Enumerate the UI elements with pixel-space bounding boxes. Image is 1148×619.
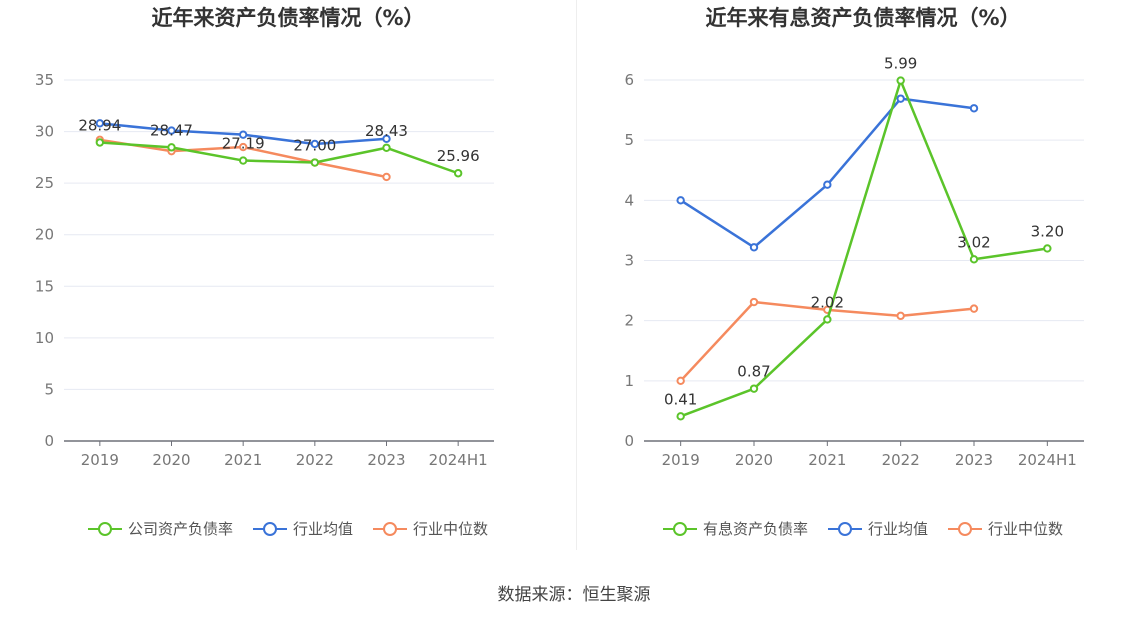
data-label: 5.99: [884, 55, 917, 73]
y-tick-label: 2: [624, 312, 634, 330]
legend-label: 行业中位数: [413, 520, 489, 538]
data-point[interactable]: [167, 143, 176, 152]
chart-legend: 公司资产负债率 行业均值 行业中位数: [0, 518, 576, 539]
chart-panel-interest-bearing-debt-ratio: 近年来有息资产负债率情况（%） 0 1 2 3 4 5 6 2019 2020 2021 2022 2…: [578, 0, 1148, 560]
y-tick-label: 5: [44, 380, 54, 398]
x-tick-label: 2024H1: [429, 451, 488, 469]
y-tick-label: 3: [624, 252, 634, 270]
data-point[interactable]: [749, 297, 759, 307]
data-point[interactable]: [95, 119, 105, 128]
legend-item[interactable]: 行业中位数: [948, 518, 1063, 539]
x-tick-label: 2020: [152, 451, 190, 469]
legend-label: 行业中位数: [988, 520, 1064, 538]
y-tick-label: 1: [624, 372, 634, 390]
data-point[interactable]: [95, 138, 105, 147]
data-point[interactable]: [896, 311, 905, 321]
y-tick-label: 35: [35, 71, 54, 89]
data-point[interactable]: [896, 76, 905, 85]
y-tick-label: 20: [35, 226, 54, 244]
data-point[interactable]: [969, 255, 979, 264]
y-tick-label: 4: [624, 191, 634, 209]
legend-item[interactable]: 行业均值: [252, 518, 353, 539]
data-point[interactable]: [238, 156, 248, 165]
chart-legend: 有息资产负债率 行业均值 行业中位数: [578, 518, 1148, 539]
legend-swatch-icon: [373, 520, 407, 538]
y-tick-label: 0: [624, 432, 634, 450]
data-point[interactable]: [382, 134, 391, 143]
data-label: 27.00: [293, 137, 336, 155]
data-point[interactable]: [749, 384, 759, 393]
series-line: [680, 79, 1048, 418]
y-tick-label: 25: [35, 174, 54, 192]
y-tick-label: 30: [35, 123, 54, 141]
data-point[interactable]: [382, 143, 391, 152]
x-tick-label: 2019: [662, 451, 700, 469]
legend-item[interactable]: 有息资产负债率: [662, 518, 808, 539]
x-tick-label: 2019: [81, 451, 119, 469]
data-point[interactable]: [238, 142, 248, 152]
x-tick-label: 2021: [224, 451, 262, 469]
data-point[interactable]: [453, 169, 463, 178]
data-point[interactable]: [749, 243, 759, 252]
data-label: 3.20: [1031, 222, 1064, 240]
data-label: 0.87: [737, 363, 770, 381]
legend-label: 有息资产负债率: [702, 520, 808, 538]
legend-item[interactable]: 公司资产负债率: [87, 518, 233, 539]
data-point[interactable]: [382, 172, 391, 182]
chart-panel-debt-ratio: 近年来资产负债率情况（%） 0 5 10 15 20 25 30 35 2019 2020 2021…: [0, 0, 576, 560]
data-source-note: 数据来源：恒生聚源: [497, 585, 651, 605]
data-point[interactable]: [896, 94, 905, 103]
x-tick-label: 2023: [955, 451, 993, 469]
y-tick-label: 5: [624, 131, 634, 149]
legend-item[interactable]: 行业均值: [827, 518, 928, 539]
y-tick-label: 10: [35, 329, 54, 347]
y-tick-label: 6: [624, 71, 634, 89]
chart-title: 近年来资产负债率情况（%）: [151, 6, 425, 30]
data-label: 0.41: [664, 390, 697, 408]
legend-swatch-icon: [948, 520, 982, 538]
data-point[interactable]: [310, 139, 320, 149]
series-line: [679, 97, 975, 249]
data-point[interactable]: [676, 376, 685, 386]
data-point[interactable]: [823, 180, 832, 189]
legend-swatch-icon: [662, 520, 697, 538]
data-point[interactable]: [969, 304, 979, 313]
data-point[interactable]: [1043, 244, 1052, 253]
legend-label: 行业均值: [867, 520, 928, 538]
data-label: 25.96: [437, 147, 480, 165]
data-label: 28.47: [150, 121, 193, 139]
panel-divider: [576, 0, 577, 550]
x-tick-label: 2021: [808, 451, 846, 469]
x-tick-label: 2022: [296, 451, 334, 469]
line-chart-debt-ratio: 0 5 10 15 20 25 30 35 2019 2020 2021 2022 2023 2024H1…: [35, 71, 494, 469]
x-tick-label: 2024H1: [1018, 451, 1077, 469]
x-tick-label: 2023: [367, 451, 405, 469]
data-label: 3.02: [957, 233, 990, 251]
series-line: [99, 141, 459, 175]
data-point[interactable]: [167, 126, 176, 135]
y-tick-label: 15: [35, 277, 54, 295]
data-point[interactable]: [823, 315, 832, 324]
legend-label: 行业均值: [292, 520, 353, 538]
line-chart-interest-bearing-debt-ratio: 0 1 2 3 4 5 6 2019 2020 2021 2022 2023 2024H1 0.41 0.8…: [624, 55, 1084, 469]
legend-swatch-icon: [87, 520, 122, 538]
chart-title: 近年来有息资产负债率情况（%）: [705, 6, 1021, 30]
x-tick-label: 2020: [735, 451, 773, 469]
data-label: 28.43: [365, 122, 408, 140]
data-point[interactable]: [969, 104, 979, 113]
data-label: 2.02: [811, 293, 844, 311]
data-point[interactable]: [676, 412, 685, 421]
legend-swatch-icon: [827, 520, 862, 538]
data-label: 28.94: [78, 117, 121, 135]
legend-label: 公司资产负债率: [127, 520, 233, 538]
data-point[interactable]: [310, 158, 320, 167]
y-tick-label: 0: [44, 432, 54, 450]
data-point[interactable]: [238, 130, 248, 139]
data-label: 27.19: [222, 135, 265, 153]
data-point[interactable]: [676, 196, 685, 205]
legend-item[interactable]: 行业中位数: [373, 518, 488, 539]
legend-swatch-icon: [252, 520, 287, 538]
x-tick-label: 2022: [882, 451, 920, 469]
